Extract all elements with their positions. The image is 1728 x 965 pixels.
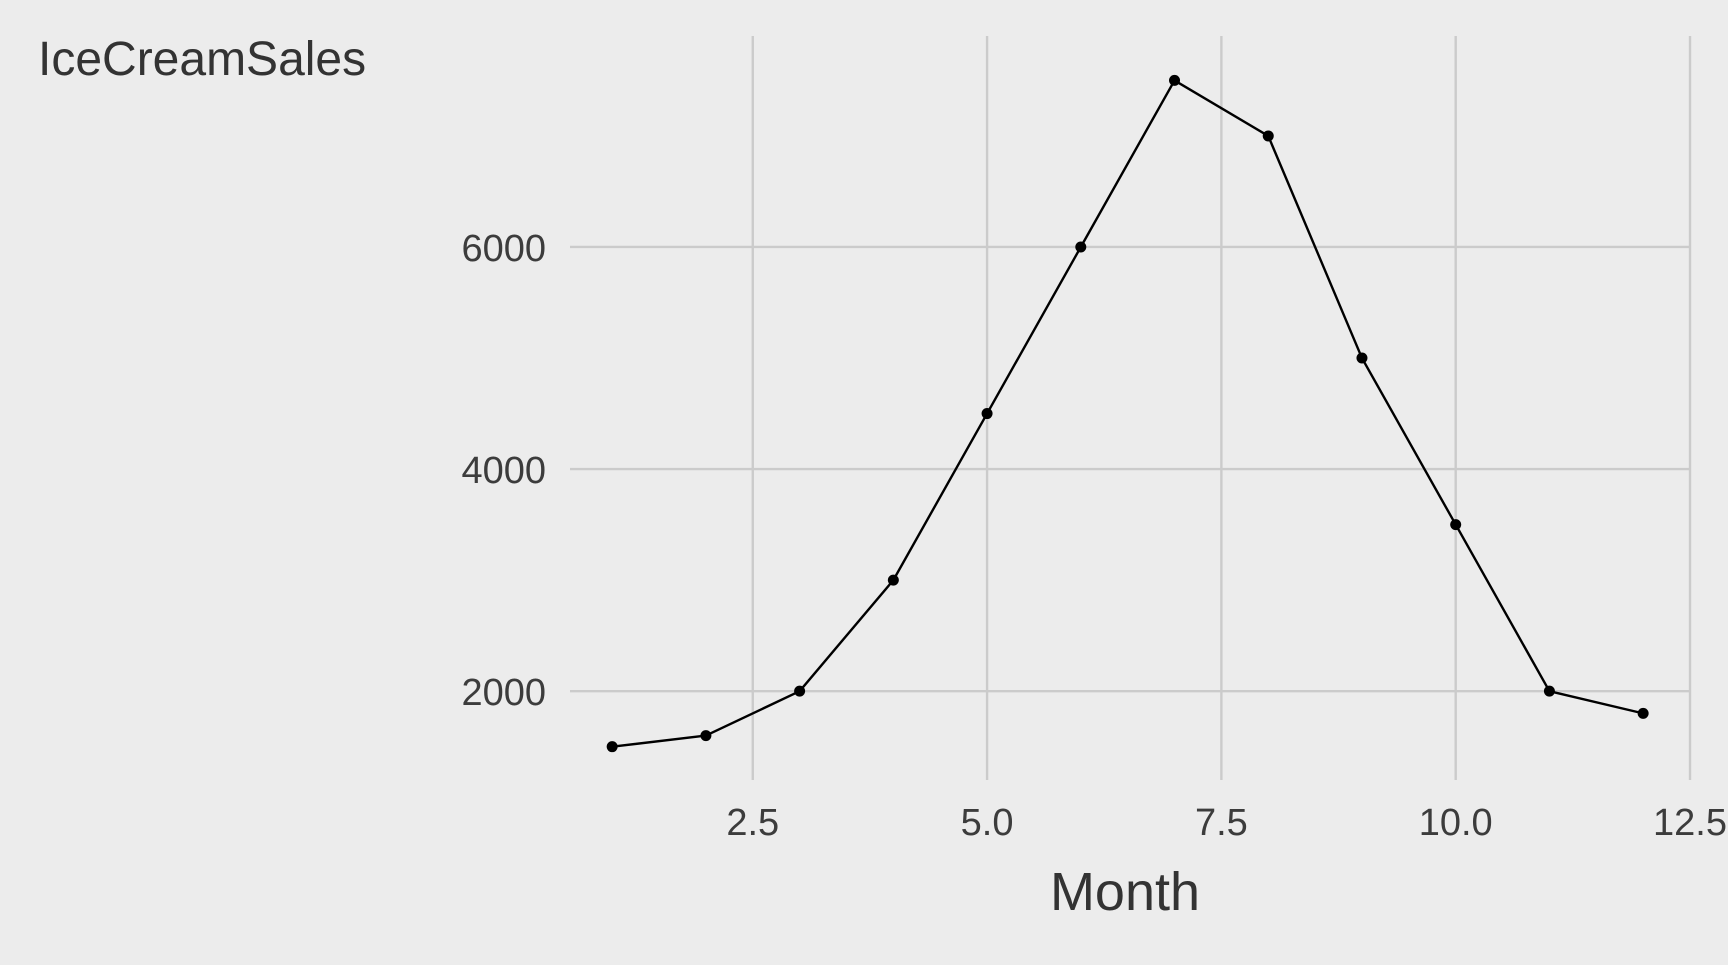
data-point	[1169, 74, 1181, 86]
data-point	[981, 408, 993, 420]
data-point	[1075, 241, 1087, 253]
series-line	[612, 79, 1644, 748]
grid-lines	[570, 36, 1692, 780]
x-tick-label: 5.0	[961, 802, 1014, 844]
tick-labels: 2.5 5.0 7.5 10.0 12.5 2000 4000 6000	[461, 228, 1727, 844]
x-tick-label: 7.5	[1195, 802, 1248, 844]
y-tick-label: 4000	[461, 450, 546, 492]
y-tick-label: 6000	[461, 228, 546, 270]
data-point	[606, 741, 618, 753]
series-group	[606, 74, 1649, 753]
data-point	[1637, 707, 1649, 719]
data-point	[1450, 519, 1462, 531]
x-tick-label: 2.5	[726, 802, 779, 844]
data-point	[1543, 685, 1555, 697]
data-point	[794, 685, 806, 697]
y-axis-label: IceCreamSales	[38, 33, 366, 86]
x-axis-label: Month	[1050, 862, 1200, 922]
data-point	[1356, 352, 1368, 364]
x-tick-label: 10.0	[1419, 802, 1493, 844]
x-tick-label: 12.5	[1653, 802, 1727, 844]
data-point	[1262, 130, 1274, 142]
data-point	[700, 730, 712, 742]
data-point	[887, 574, 899, 586]
y-tick-label: 2000	[461, 672, 546, 714]
